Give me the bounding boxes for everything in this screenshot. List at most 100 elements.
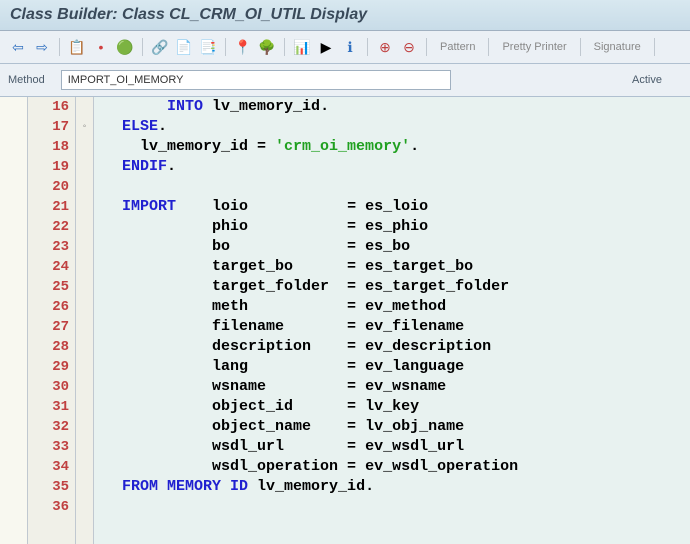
line-number: 17 — [28, 117, 69, 137]
line-number: 27 — [28, 317, 69, 337]
marker-cell — [0, 137, 27, 157]
separator — [284, 38, 285, 56]
line-number: 18 — [28, 137, 69, 157]
tree-icon[interactable]: 🌳 — [257, 37, 277, 57]
line-number: 21 — [28, 197, 69, 217]
fold-gutter: ◦ — [76, 97, 94, 544]
line-number: 19 — [28, 157, 69, 177]
code-line[interactable]: ENDIF. — [104, 157, 690, 177]
marker-cell — [0, 497, 27, 517]
forward-icon[interactable]: ⇨ — [32, 37, 52, 57]
code-line[interactable]: wsdl_url = ev_wsdl_url — [104, 437, 690, 457]
line-number: 31 — [28, 397, 69, 417]
code-line[interactable] — [104, 177, 690, 197]
line-number: 32 — [28, 417, 69, 437]
code-line[interactable]: meth = ev_method — [104, 297, 690, 317]
code-line[interactable]: wsdl_operation = ev_wsdl_operation — [104, 457, 690, 477]
code-line[interactable]: IMPORT loio = es_loio — [104, 197, 690, 217]
code-area[interactable]: INTO lv_memory_id. ELSE. lv_memory_id = … — [94, 97, 690, 544]
code-line[interactable]: object_id = lv_key — [104, 397, 690, 417]
marker-cell — [0, 457, 27, 477]
title-bar: Class Builder: Class CL_CRM_OI_UTIL Disp… — [0, 0, 690, 31]
pattern-button[interactable]: Pattern — [434, 41, 481, 53]
method-label: Method — [8, 74, 45, 86]
line-number: 22 — [28, 217, 69, 237]
marker-cell — [0, 97, 27, 117]
line-number: 24 — [28, 257, 69, 277]
line-number: 25 — [28, 277, 69, 297]
marker-cell — [0, 317, 27, 337]
code-line[interactable]: target_bo = es_target_bo — [104, 257, 690, 277]
code-line[interactable]: object_name = lv_obj_name — [104, 417, 690, 437]
separator — [426, 38, 427, 56]
separator — [225, 38, 226, 56]
method-row: Method Active — [0, 64, 690, 97]
marker-cell — [0, 477, 27, 497]
code-line[interactable]: lv_memory_id = 'crm_oi_memory'. — [104, 137, 690, 157]
separator — [59, 38, 60, 56]
display-icon[interactable]: 📋 — [67, 37, 87, 57]
window-title: Class Builder: Class CL_CRM_OI_UTIL Disp… — [10, 6, 367, 23]
public-icon[interactable]: ⊕ — [375, 37, 395, 57]
code-line[interactable]: FROM MEMORY ID lv_memory_id. — [104, 477, 690, 497]
where-used-icon[interactable]: 🔗 — [150, 37, 170, 57]
separator — [142, 38, 143, 56]
line-number: 23 — [28, 237, 69, 257]
code-line[interactable]: wsname = ev_wsname — [104, 377, 690, 397]
status-label: Active — [632, 74, 662, 86]
line-number: 36 — [28, 497, 69, 517]
doc-icon[interactable]: ℹ — [340, 37, 360, 57]
back-icon[interactable]: ⇦ — [8, 37, 28, 57]
marker-cell — [0, 277, 27, 297]
check-icon[interactable]: • — [91, 37, 111, 57]
signature-button[interactable]: Signature — [588, 41, 647, 53]
marker-cell — [0, 177, 27, 197]
separator — [580, 38, 581, 56]
line-number-gutter: 1617181920212223242526272829303132333435… — [28, 97, 76, 544]
marker-cell — [0, 257, 27, 277]
code-line[interactable]: description = ev_description — [104, 337, 690, 357]
marker-cell — [0, 157, 27, 177]
code-line[interactable]: target_folder = es_target_folder — [104, 277, 690, 297]
marker-cell — [0, 357, 27, 377]
marker-cell — [0, 297, 27, 317]
marker-cell — [0, 197, 27, 217]
separator — [654, 38, 655, 56]
line-number: 34 — [28, 457, 69, 477]
hierarchy-icon[interactable]: 📊 — [292, 37, 312, 57]
code-line[interactable]: ELSE. — [104, 117, 690, 137]
line-number: 28 — [28, 337, 69, 357]
marker-cell — [0, 117, 27, 137]
other-object-icon[interactable]: 📄 — [174, 37, 194, 57]
line-number: 16 — [28, 97, 69, 117]
breakpoint-icon[interactable]: 📍 — [233, 37, 253, 57]
protected-icon[interactable]: ⊖ — [399, 37, 419, 57]
line-number: 26 — [28, 297, 69, 317]
line-number: 35 — [28, 477, 69, 497]
test-icon[interactable]: ▶ — [316, 37, 336, 57]
enhance-icon[interactable]: 📑 — [198, 37, 218, 57]
code-line[interactable]: lang = ev_language — [104, 357, 690, 377]
main-toolbar: ⇦ ⇨ 📋 • 🟢 🔗 📄 📑 📍 🌳 📊 ▶ ℹ ⊕ ⊖ Pattern Pr… — [0, 31, 690, 64]
separator — [367, 38, 368, 56]
line-number: 33 — [28, 437, 69, 457]
fold-marker[interactable]: ◦ — [83, 117, 87, 137]
marker-cell — [0, 377, 27, 397]
code-line[interactable]: INTO lv_memory_id. — [104, 97, 690, 117]
line-number: 20 — [28, 177, 69, 197]
pretty-printer-button[interactable]: Pretty Printer — [496, 41, 572, 53]
method-input[interactable] — [61, 70, 451, 90]
line-number: 29 — [28, 357, 69, 377]
marker-cell — [0, 397, 27, 417]
code-line[interactable] — [104, 497, 690, 517]
code-line[interactable]: filename = ev_filename — [104, 317, 690, 337]
marker-cell — [0, 417, 27, 437]
marker-cell — [0, 337, 27, 357]
code-line[interactable]: phio = es_phio — [104, 217, 690, 237]
activate-icon[interactable]: 🟢 — [115, 37, 135, 57]
code-line[interactable]: bo = es_bo — [104, 237, 690, 257]
separator — [488, 38, 489, 56]
marker-gutter — [0, 97, 28, 544]
marker-cell — [0, 237, 27, 257]
code-editor: 1617181920212223242526272829303132333435… — [0, 97, 690, 544]
